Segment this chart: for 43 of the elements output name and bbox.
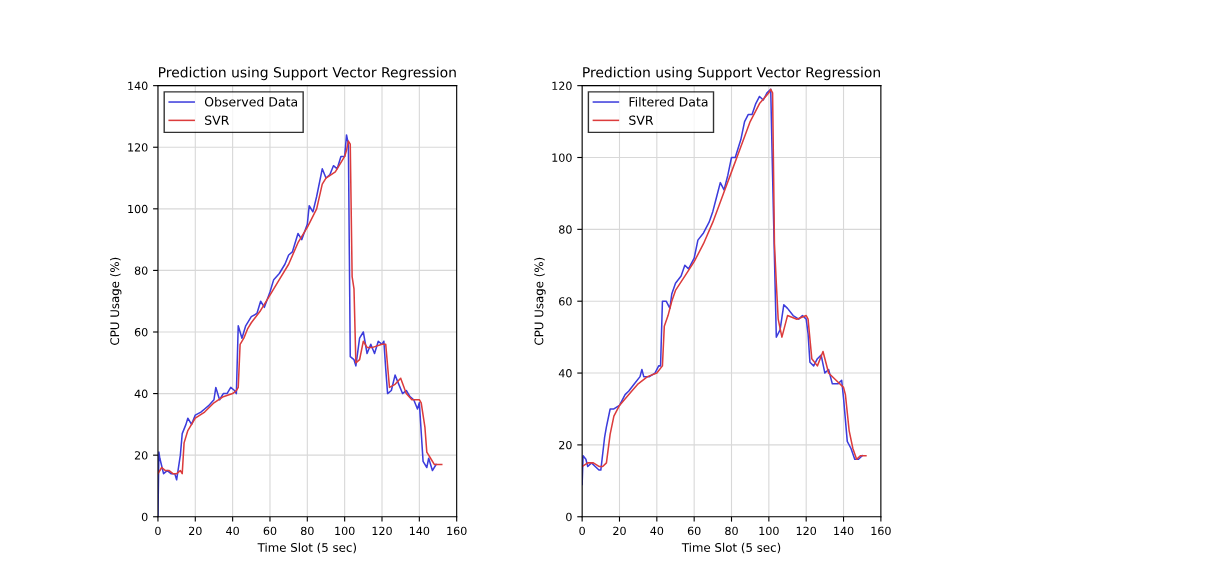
y-tick-label: 120 xyxy=(552,81,572,91)
x-tick-label: 100 xyxy=(335,526,355,536)
x-tick-label: 40 xyxy=(650,526,664,536)
y-tick-label: 100 xyxy=(128,204,148,214)
x-tick-label: 20 xyxy=(189,526,202,536)
y-tick-label: 60 xyxy=(134,327,148,337)
legend-label: Filtered Data xyxy=(629,96,708,107)
y-tick-label: 120 xyxy=(128,143,148,152)
x-tick-label: 80 xyxy=(301,526,314,536)
y-tick-label: 20 xyxy=(559,440,572,450)
x-tick-label: 0 xyxy=(155,526,161,536)
x-tick-label: 0 xyxy=(579,526,585,536)
x-tick-label: 120 xyxy=(372,526,392,536)
x-axis-title: Time Slot (5 sec) xyxy=(681,542,781,554)
x-tick-label: 140 xyxy=(409,526,430,536)
x-tick-label: 40 xyxy=(226,526,239,536)
x-axis-title: Time Slot (5 sec) xyxy=(257,542,356,554)
x-tick-label: 160 xyxy=(871,526,891,536)
legend-label: SVR xyxy=(205,115,230,125)
x-tick-label: 60 xyxy=(263,526,277,536)
y-tick-label: 20 xyxy=(134,451,148,460)
x-tick-label: 160 xyxy=(447,526,467,536)
y-tick-label: 100 xyxy=(552,153,572,162)
y-axis-title: CPU Usage (%) xyxy=(110,257,122,345)
y-tick-label: 140 xyxy=(128,81,148,91)
chart-title: Prediction using Support Vector Regression xyxy=(583,66,880,81)
y-tick-label: 60 xyxy=(559,297,572,306)
y-axis-title: CPU Usage (%) xyxy=(534,257,546,345)
y-tick-label: 80 xyxy=(134,266,148,275)
y-tick-label: 40 xyxy=(134,389,148,398)
legend-label: SVR xyxy=(629,115,654,125)
x-tick-label: 100 xyxy=(759,526,779,536)
y-tick-label: 40 xyxy=(558,369,572,378)
chart-title: Prediction using Support Vector Regression xyxy=(159,66,456,81)
y-tick-label: 0 xyxy=(566,512,572,522)
x-tick-label: 60 xyxy=(687,526,701,536)
x-tick-label: 120 xyxy=(796,526,817,536)
y-tick-label: 80 xyxy=(559,225,572,234)
x-tick-label: 80 xyxy=(725,526,738,536)
legend-label: Observed Data xyxy=(204,96,298,107)
x-tick-label: 20 xyxy=(613,526,626,536)
x-tick-label: 140 xyxy=(834,526,854,536)
y-tick-label: 0 xyxy=(141,512,148,522)
